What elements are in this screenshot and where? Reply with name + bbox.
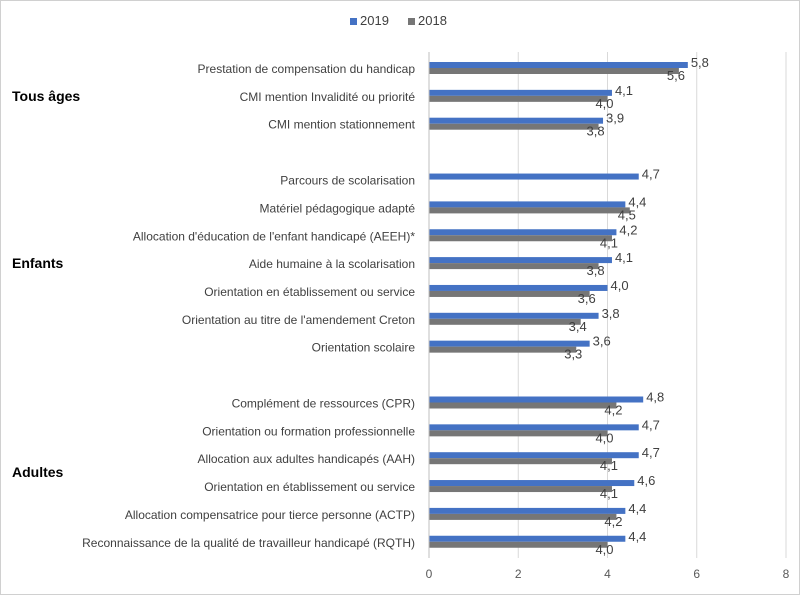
bar-2019	[429, 480, 635, 487]
category-label: Orientation en établissement ou service	[204, 285, 415, 299]
category-label: Allocation d'éducation de l'enfant handi…	[133, 229, 415, 243]
bar-2019	[429, 452, 639, 459]
bar-2018	[429, 95, 608, 102]
bar-2019	[429, 257, 612, 264]
value-label-2019: 4,8	[646, 390, 664, 405]
bar-2018	[429, 486, 612, 493]
legend-label-2018: 2018	[418, 13, 447, 28]
group-label: Adultes	[12, 464, 64, 480]
category-label: Orientation au titre de l'amendement Cre…	[182, 313, 415, 327]
value-label-2018: 4,2	[604, 514, 622, 529]
x-tick-label: 2	[515, 567, 522, 581]
value-label-2019: 3,6	[593, 334, 611, 349]
value-label-2019: 5,8	[691, 55, 709, 70]
category-label: Orientation en établissement ou service	[204, 480, 415, 494]
value-label-2019: 3,8	[602, 306, 620, 321]
bar-2019	[429, 89, 612, 96]
value-label-2019: 4,7	[642, 445, 660, 460]
bar-2018	[429, 235, 612, 242]
value-label-2018: 4,0	[595, 430, 613, 445]
value-label-2018: 4,0	[595, 542, 613, 557]
bar-2018	[429, 263, 599, 270]
x-tick-label: 0	[426, 567, 433, 581]
bar-2018	[429, 318, 581, 325]
bar-2019	[429, 535, 626, 542]
bar-2019	[429, 201, 626, 208]
value-label-2018: 5,6	[667, 68, 685, 83]
category-label: Parcours de scolarisation	[280, 174, 415, 188]
bar-2018	[429, 123, 599, 130]
value-label-2019: 4,6	[637, 473, 655, 488]
category-label: Complément de ressources (CPR)	[232, 397, 415, 411]
group-label: Enfants	[12, 255, 64, 271]
bar-2019	[429, 62, 688, 68]
category-label: CMI mention Invalidité ou priorité	[240, 90, 416, 104]
category-label: Reconnaissance de la qualité de travaill…	[82, 536, 415, 550]
value-label-2019: 4,0	[611, 278, 629, 293]
bar-2018	[429, 346, 577, 353]
value-label-2018: 3,8	[587, 263, 605, 278]
value-label-2018: 4,1	[600, 458, 618, 473]
value-label-2018: 4,1	[600, 235, 618, 250]
bar-2019	[429, 173, 639, 180]
value-label-2018: 4,2	[604, 403, 622, 418]
legend-swatch-2018	[408, 18, 415, 25]
category-label: Prestation de compensation du handicap	[198, 62, 416, 76]
value-label-2018: 3,4	[569, 319, 587, 334]
bar-2019	[429, 229, 617, 236]
bar-2019	[429, 340, 590, 347]
bar-2019	[429, 284, 608, 291]
value-label-2018: 3,3	[564, 347, 582, 362]
bar-2018	[429, 458, 612, 465]
category-label: Orientation scolaire	[312, 341, 416, 355]
bar-2019	[429, 312, 599, 319]
legend-swatch-2019	[350, 18, 357, 25]
bar-2019	[429, 424, 639, 431]
value-label-2018: 4,5	[618, 207, 636, 222]
value-label-2018: 4,1	[600, 486, 618, 501]
category-label: Matériel pédagogique adapté	[260, 201, 416, 215]
value-label-2019: 4,1	[615, 250, 633, 265]
x-tick-label: 8	[783, 567, 790, 581]
bar-2018	[429, 513, 617, 520]
bar-2018	[429, 541, 608, 548]
value-label-2019: 4,2	[619, 222, 637, 237]
bar-2018	[429, 207, 630, 214]
bar-2019	[429, 396, 644, 403]
value-label-2018: 4,0	[595, 96, 613, 111]
category-label: Orientation ou formation professionnelle	[202, 424, 415, 438]
bar-2018	[429, 68, 679, 74]
bar-2019	[429, 117, 604, 124]
value-label-2019: 4,1	[615, 83, 633, 98]
x-tick-label: 4	[604, 567, 611, 581]
value-label-2019: 4,4	[628, 501, 646, 516]
category-label: CMI mention stationnement	[268, 118, 415, 132]
value-label-2019: 4,4	[628, 194, 646, 209]
legend-label-2019: 2019	[360, 13, 389, 28]
value-label-2018: 3,6	[578, 291, 596, 306]
value-label-2019: 4,7	[642, 167, 660, 182]
bar-2018	[429, 402, 617, 409]
category-label: Aide humaine à la scolarisation	[249, 257, 415, 271]
x-tick-label: 6	[693, 567, 700, 581]
value-label-2019: 4,4	[628, 529, 646, 544]
group-label: Tous âges	[12, 88, 80, 104]
category-label: Allocation aux adultes handicapés (AAH)	[198, 452, 415, 466]
bar-2018	[429, 430, 608, 437]
bar-2019	[429, 507, 626, 514]
value-label-2019: 4,7	[642, 417, 660, 432]
value-label-2018: 3,8	[587, 124, 605, 139]
category-label: Allocation compensatrice pour tierce per…	[125, 508, 415, 522]
value-label-2019: 3,9	[606, 111, 624, 126]
bar-2018	[429, 290, 590, 297]
